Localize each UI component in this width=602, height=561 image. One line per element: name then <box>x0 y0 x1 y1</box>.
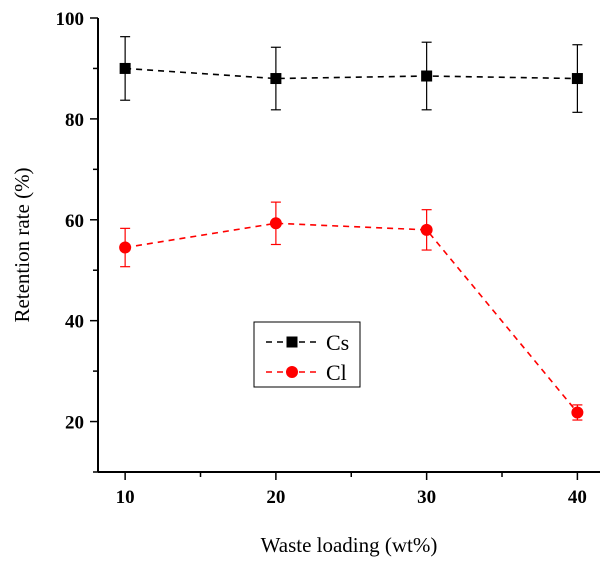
legend-label: Cl <box>326 360 347 385</box>
legend-marker-circle <box>286 366 298 378</box>
data-point-circle <box>571 406 584 419</box>
legend-label: Cs <box>326 330 349 355</box>
tick-labels: 10 20 30 40 20 40 60 80 100 <box>56 9 587 508</box>
y-tick-label: 100 <box>56 9 85 30</box>
data-point-circle <box>269 217 282 230</box>
x-tick-label: 40 <box>568 487 587 508</box>
y-tick-label: 60 <box>65 211 84 232</box>
data-point-square <box>270 73 282 85</box>
ticks <box>90 17 579 480</box>
data-point-square <box>421 70 433 82</box>
data-point-circle <box>420 223 433 236</box>
series-layer <box>119 36 584 421</box>
legend-marker-square <box>286 336 298 348</box>
y-tick-label: 20 <box>65 413 84 434</box>
data-point-circle <box>119 241 132 254</box>
y-tick-label: 40 <box>65 312 84 333</box>
y-tick-label: 80 <box>65 110 84 131</box>
y-axis-title: Retention rate (%) <box>10 167 34 322</box>
series-cs <box>119 36 583 113</box>
legend-entry-cs: Cs <box>266 330 349 355</box>
series-line <box>125 222 579 413</box>
plot-frame <box>97 18 600 473</box>
series-line <box>125 67 578 80</box>
legend-entry-cl: Cl <box>266 360 347 385</box>
data-point-square <box>571 73 583 85</box>
data-point-square <box>119 62 131 74</box>
x-tick-label: 30 <box>417 487 436 508</box>
legend: Cs Cl <box>253 321 361 388</box>
x-tick-label: 10 <box>116 487 135 508</box>
legend-box <box>253 321 361 388</box>
x-axis-title: Waste loading (wt%) <box>261 533 438 557</box>
series-cl <box>119 201 584 421</box>
x-tick-label: 20 <box>266 487 285 508</box>
